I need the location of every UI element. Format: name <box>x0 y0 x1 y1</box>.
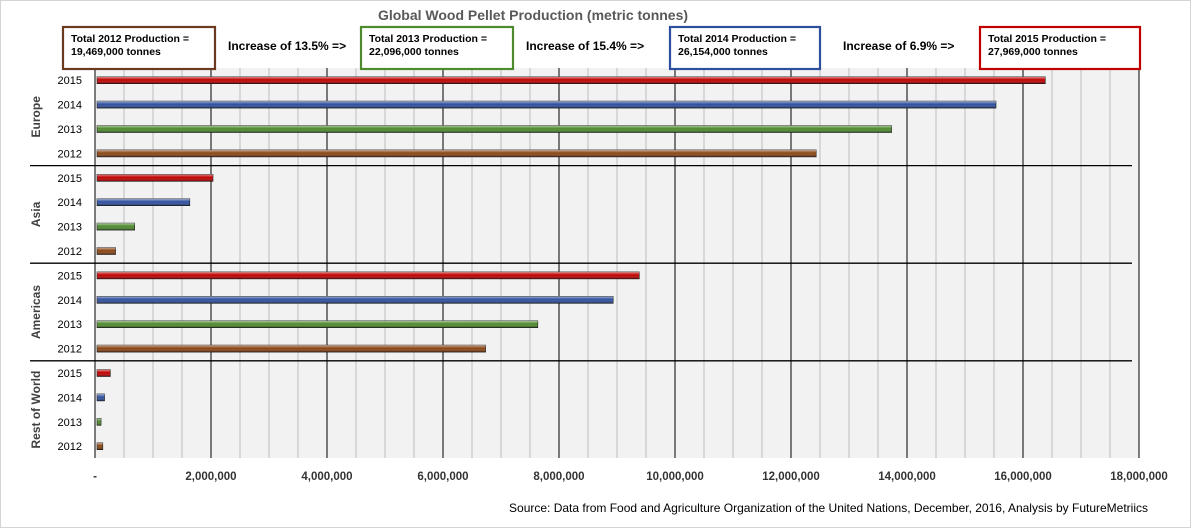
total-box-line2: 27,969,000 tonnes <box>988 46 1078 58</box>
total-box-line2: 26,154,000 tonnes <box>678 46 768 58</box>
annotations: Total 2012 Production =19,469,000 tonnes… <box>61 25 1142 71</box>
bar-shading <box>97 223 135 231</box>
bars <box>96 76 1046 451</box>
year-label: 2012 <box>58 441 82 453</box>
year-label: 2015 <box>58 173 82 185</box>
year-label: 2015 <box>58 75 82 87</box>
group-label: Asia <box>29 201 43 227</box>
group-label: Europe <box>29 96 43 138</box>
total-box <box>668 25 822 71</box>
x-tick-label: 4,000,000 <box>301 471 352 483</box>
year-label: 2015 <box>58 368 82 380</box>
total-box-line1: Total 2014 Production = <box>678 33 796 45</box>
bar-shading <box>97 76 1046 84</box>
total-box <box>359 25 515 71</box>
total-box-line1: Total 2015 Production = <box>988 33 1106 45</box>
year-label: 2013 <box>58 124 82 136</box>
increase-label: Increase of 6.9% => <box>843 39 954 53</box>
bar-shading <box>97 393 105 401</box>
total-box-line2: 19,469,000 tonnes <box>71 46 161 58</box>
total-box-line1: Total 2013 Production = <box>369 33 487 45</box>
x-tick-label: 6,000,000 <box>417 471 468 483</box>
axis-labels: - 2,000,000 4,000,000 6,000,000 8,000,000 10,… <box>29 75 1168 483</box>
year-label: 2013 <box>58 222 82 234</box>
x-tick-label: 12,000,000 <box>762 471 820 483</box>
bar-shading <box>97 418 102 426</box>
total-box <box>978 25 1142 71</box>
x-tick-label: 10,000,000 <box>646 471 704 483</box>
increase-label: Increase of 13.5% => <box>228 39 346 53</box>
bar-shading <box>97 101 996 109</box>
x-tick-label: - <box>93 471 97 483</box>
year-label: 2014 <box>58 392 82 404</box>
bar-shading <box>97 320 538 328</box>
year-label: 2012 <box>58 246 82 258</box>
total-box-line2: 22,096,000 tonnes <box>369 46 459 58</box>
year-label: 2012 <box>58 148 82 160</box>
bar-shading <box>97 271 640 279</box>
bar-shading <box>97 174 213 182</box>
year-label: 2014 <box>58 100 82 112</box>
bar-shading <box>97 369 111 377</box>
x-tick-label: 8,000,000 <box>533 471 584 483</box>
year-label: 2014 <box>58 295 82 307</box>
total-box <box>61 25 217 71</box>
group-label: Rest of World <box>29 371 43 449</box>
year-label: 2015 <box>58 270 82 282</box>
chart-title: Global Wood Pellet Production (metric to… <box>378 7 688 23</box>
year-label: 2013 <box>58 319 82 331</box>
bar-shading <box>97 247 116 255</box>
increase-label: Increase of 15.4% => <box>526 39 644 53</box>
group-label: Americas <box>29 285 43 339</box>
bar-shading <box>97 345 486 353</box>
total-box-line1: Total 2012 Production = <box>71 33 189 45</box>
group-separators <box>30 164 1132 362</box>
bar-shading <box>97 442 103 450</box>
x-tick-label: 2,000,000 <box>185 471 236 483</box>
bar-shading <box>97 296 614 304</box>
bar-shading <box>97 198 190 206</box>
bar-shading <box>97 149 817 157</box>
year-label: 2013 <box>58 417 82 429</box>
year-label: 2012 <box>58 344 82 356</box>
year-label: 2014 <box>58 197 82 209</box>
x-tick-label: 14,000,000 <box>878 471 936 483</box>
bar-shading <box>97 125 892 133</box>
x-tick-label: 18,000,000 <box>1110 471 1168 483</box>
source-note: Source: Data from Food and Agriculture O… <box>509 501 1148 515</box>
x-tick-label: 16,000,000 <box>994 471 1052 483</box>
